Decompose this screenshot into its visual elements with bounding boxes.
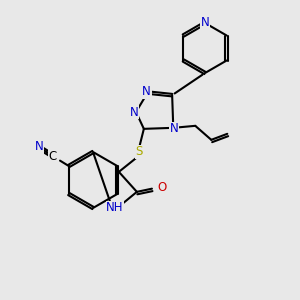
Text: O: O [157, 182, 167, 194]
Text: N: N [142, 85, 151, 98]
Text: N: N [34, 140, 43, 154]
Text: N: N [201, 16, 209, 28]
Text: N: N [130, 106, 138, 118]
Text: S: S [135, 146, 142, 158]
Text: C: C [49, 149, 57, 163]
Text: N: N [170, 122, 179, 135]
Text: NH: NH [106, 201, 124, 214]
